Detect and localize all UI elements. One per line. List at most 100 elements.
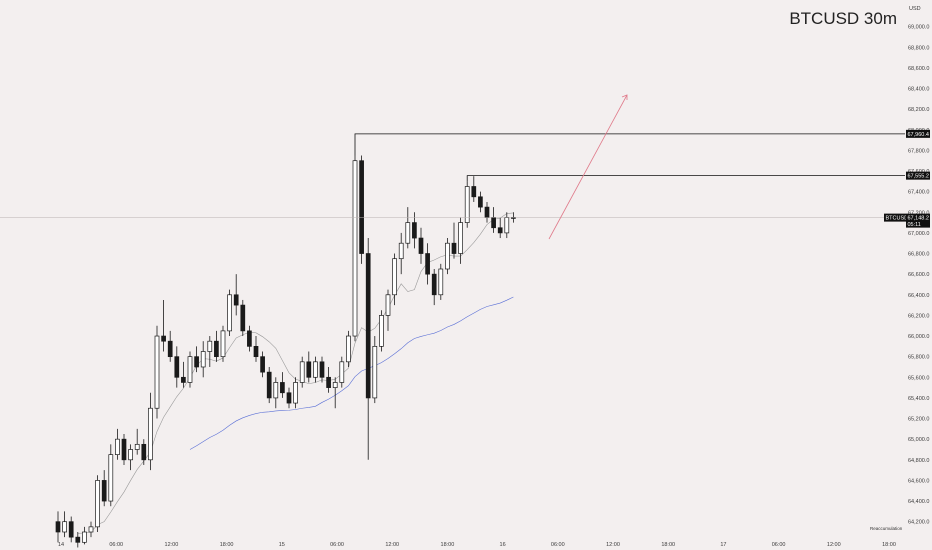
x-tick-label: 06:00 bbox=[772, 542, 786, 548]
x-tick-label: 18:00 bbox=[661, 542, 675, 548]
second-level-line bbox=[466, 175, 905, 182]
candle-body bbox=[240, 304, 246, 332]
candle-body bbox=[247, 330, 252, 347]
candle-body bbox=[379, 315, 384, 347]
candle-body bbox=[128, 449, 133, 461]
candle-body bbox=[339, 361, 345, 383]
x-tick-label: 12:00 bbox=[827, 542, 841, 548]
x-tick-label: 12:00 bbox=[165, 542, 179, 548]
candle-body bbox=[108, 454, 114, 502]
x-tick-label: 06:00 bbox=[330, 542, 344, 548]
y-tick-label: 68,600.0 bbox=[908, 66, 929, 72]
candle-body bbox=[445, 242, 450, 270]
candle-body bbox=[497, 227, 503, 234]
candle-body bbox=[438, 268, 444, 296]
candle-body bbox=[154, 335, 160, 409]
symbol-tag-bg bbox=[884, 213, 906, 222]
y-tick-label: 64,600.0 bbox=[908, 478, 929, 484]
candle-body bbox=[260, 356, 265, 373]
last-price-tag-text: 67,148.2 bbox=[908, 216, 929, 222]
candle-body bbox=[464, 186, 470, 223]
candle-body bbox=[478, 196, 483, 208]
y-tick-label: 68,800.0 bbox=[908, 45, 929, 51]
second-level-price-tag: 67,555.2 bbox=[906, 171, 930, 180]
candle-body bbox=[365, 253, 371, 399]
y-tick-label: 64,400.0 bbox=[908, 499, 929, 505]
candle-body bbox=[398, 242, 404, 260]
candle-body bbox=[352, 160, 358, 337]
symbol-tag-text: BTCUSD bbox=[886, 216, 909, 222]
last-price-tag-bg bbox=[906, 213, 930, 228]
x-tick-label: 12:00 bbox=[385, 542, 399, 548]
candle-body bbox=[75, 536, 81, 543]
y-tick-label: 67,400.0 bbox=[908, 190, 929, 196]
candle-body bbox=[88, 526, 94, 533]
y-tick-label: 67,800.0 bbox=[908, 148, 929, 154]
currency-label: USD bbox=[909, 6, 921, 12]
candle-body bbox=[385, 294, 391, 316]
candle-body bbox=[148, 407, 153, 461]
candle-body bbox=[471, 186, 477, 198]
candle-body bbox=[319, 361, 325, 378]
candle-body bbox=[451, 242, 457, 254]
candle-body bbox=[458, 222, 463, 254]
candle-body bbox=[95, 480, 100, 528]
x-tick-label: 06:00 bbox=[109, 542, 123, 548]
candle-body bbox=[227, 294, 232, 332]
candle-body bbox=[167, 340, 173, 358]
y-tick-label: 66,800.0 bbox=[908, 252, 929, 258]
candle-body bbox=[115, 438, 120, 455]
y-tick-label: 65,000.0 bbox=[908, 437, 929, 443]
candle-body bbox=[207, 340, 213, 352]
x-tick-label: 18:00 bbox=[882, 542, 896, 548]
x-tick-label: 18:00 bbox=[220, 542, 234, 548]
y-tick-label: 65,200.0 bbox=[908, 417, 929, 423]
candle-body bbox=[121, 438, 127, 461]
candle-body bbox=[62, 521, 67, 533]
candle-body bbox=[141, 443, 147, 461]
second-level-price-tag-text: 67,555.2 bbox=[908, 174, 929, 180]
candle-body bbox=[332, 382, 338, 388]
candle-body bbox=[161, 335, 166, 342]
candle-body bbox=[280, 382, 285, 394]
y-tick-label: 64,800.0 bbox=[908, 458, 929, 464]
candle-body bbox=[405, 222, 411, 244]
x-tick-label: 16 bbox=[500, 542, 506, 548]
candle-body bbox=[372, 346, 378, 399]
candle-body bbox=[326, 376, 331, 388]
annotation-reaccumulation: Reaccumulation bbox=[870, 526, 903, 531]
candle-body bbox=[313, 361, 318, 378]
candle-body bbox=[299, 361, 305, 383]
candle-body bbox=[134, 443, 140, 450]
candle-body bbox=[359, 160, 364, 254]
y-tick-label: 68,400.0 bbox=[908, 87, 929, 93]
x-tick-label: 12:00 bbox=[606, 542, 620, 548]
chart-title: BTCUSD 30m bbox=[789, 9, 897, 28]
candle-body bbox=[273, 382, 279, 399]
y-tick-label: 65,600.0 bbox=[908, 375, 929, 381]
candle-body bbox=[504, 217, 510, 234]
candle-body bbox=[306, 361, 312, 378]
y-tick-label: 65,400.0 bbox=[908, 396, 929, 402]
high-level-price-tag: 67,960.4 bbox=[906, 129, 930, 138]
candle-body bbox=[484, 206, 490, 218]
candle-body bbox=[346, 335, 351, 363]
y-tick-label: 64,200.0 bbox=[908, 520, 929, 526]
x-tick-label: 18:00 bbox=[441, 542, 455, 548]
x-tick-label: 17 bbox=[720, 542, 726, 548]
candle-body bbox=[392, 258, 397, 296]
candle-body bbox=[431, 273, 437, 296]
x-tick-label: 14 bbox=[58, 542, 64, 548]
candle-body bbox=[266, 371, 272, 399]
x-tick-label: 15 bbox=[279, 542, 285, 548]
candle-body bbox=[425, 253, 430, 275]
y-tick-label: 66,200.0 bbox=[908, 313, 929, 319]
y-tick-label: 66,400.0 bbox=[908, 293, 929, 299]
high-level-price-tag-bg bbox=[906, 129, 930, 138]
candle-body bbox=[214, 340, 219, 358]
second-level-price-tag-bg bbox=[906, 171, 930, 180]
candle-body bbox=[293, 382, 298, 404]
candle-body bbox=[68, 521, 74, 538]
